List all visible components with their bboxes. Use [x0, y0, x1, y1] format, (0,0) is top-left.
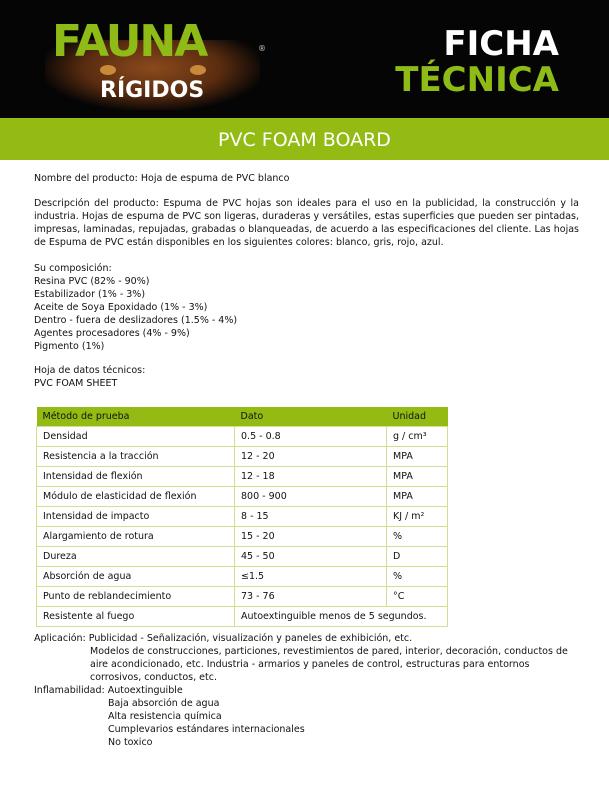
product-description: Descripción del producto: Espuma de PVC …: [34, 198, 579, 248]
flammability: Inflamabilidad: Autoextinguible Baja abs…: [34, 684, 579, 749]
composition: Su composición: Resina PVC (82% - 90%) E…: [34, 262, 579, 353]
title-ficha: FICHA: [443, 24, 559, 64]
composition-item: Dentro - fuera de deslizadores (1.5% - 4…: [34, 315, 238, 326]
table-row: Absorción de agua ≤1.5%: [36, 566, 448, 587]
datasheet-title: Hoja de datos técnicos:: [34, 365, 146, 376]
brand-subtitle: RÍGIDOS: [100, 78, 205, 103]
col-header: Unidad: [386, 407, 448, 427]
spec-table: Método de prueba Dato Unidad Densidad 0.5…: [36, 407, 448, 627]
table-header: Método de prueba Dato Unidad: [36, 407, 448, 427]
application: Aplicación: Publicidad - Señalización, v…: [34, 632, 579, 684]
table-row: Intensidad de impacto 8 - 15 KJ / m²: [36, 506, 448, 527]
table-row: Módulo de elasticidad de flexión 800 - 90…: [36, 486, 448, 507]
cell: MPA: [386, 466, 448, 487]
header-banner: FAUNA ® RÍGIDOS FICHA TÉCNICA: [0, 0, 609, 118]
datasheet-name: PVC FOAM SHEET: [34, 378, 118, 389]
col-header: Método de prueba: [36, 407, 235, 427]
cell: Módulo de elasticidad de flexión: [36, 486, 235, 507]
composition-item: Aceite de Soya Epoxidado (1% - 3%): [34, 302, 208, 313]
registered-mark: ®: [258, 44, 266, 53]
table-row: Alargamiento de rotura 15 - 20%: [36, 526, 448, 547]
application-line: Aplicación: Publicidad - Señalización, v…: [34, 633, 413, 644]
flammability-item: Baja absorción de agua: [108, 698, 220, 709]
table-row: Densidad 0.5 - 0.8 g / cm³: [36, 426, 448, 447]
cell: 12 - 20: [234, 446, 387, 467]
cell: KJ / m²: [386, 506, 448, 527]
cell: %: [386, 566, 448, 587]
flammability-line: Inflamabilidad: Autoextinguible: [34, 685, 183, 696]
cell: %: [386, 526, 448, 547]
flammability-item: Alta resistencia química: [108, 711, 222, 722]
table-row: Intensidad de flexión 12 - 18 MPA: [36, 466, 448, 487]
cell: 73 - 76: [234, 586, 387, 607]
composition-title: Su composición:: [34, 263, 112, 274]
col-header: Dato: [234, 407, 387, 427]
composition-item: Resina PVC (82% - 90%): [34, 276, 150, 287]
table-row: Resistencia a la tracción 12 - 20 MPA: [36, 446, 448, 467]
brand-logo: FAUNA: [52, 16, 208, 67]
cell: 12 - 18: [234, 466, 387, 487]
cell: D: [386, 546, 448, 567]
title-tecnica: TÉCNICA: [395, 60, 559, 100]
flammability-item: Cumplevarios estándares internacionales: [108, 724, 305, 735]
cell: Intensidad de impacto: [36, 506, 235, 527]
table-row: Punto de reblandecimiento 73 - 76 °C: [36, 586, 448, 607]
tiger-eye: [100, 65, 116, 75]
cell: 15 - 20: [234, 526, 387, 547]
cell: Resistente al fuego: [36, 606, 235, 627]
composition-item: Agentes procesadores (4% - 9%): [34, 328, 190, 339]
cell: MPA: [386, 486, 448, 507]
table-row: Resistente al fuego Autoextinguible meno…: [36, 606, 448, 627]
product-band: PVC FOAM BOARD: [0, 118, 609, 160]
composition-item: Pigmento (1%): [34, 341, 105, 352]
datasheet: Hoja de datos técnicos: PVC FOAM SHEET: [34, 364, 579, 390]
cell: Alargamiento de rotura: [36, 526, 235, 547]
cell: ≤1.5: [234, 566, 387, 587]
tiger-eye: [190, 65, 206, 75]
flammability-item: No toxico: [108, 737, 153, 748]
cell: 0.5 - 0.8: [234, 426, 387, 447]
cell: Punto de reblandecimiento: [36, 586, 235, 607]
cell: Resistencia a la tracción: [36, 446, 235, 467]
composition-item: Estabilizador (1% - 3%): [34, 289, 146, 300]
cell: Intensidad de flexión: [36, 466, 235, 487]
cell: °C: [386, 586, 448, 607]
cell: MPA: [386, 446, 448, 467]
table-row: Dureza 45 - 50 D: [36, 546, 448, 567]
product-name: Nombre del producto: Hoja de espuma de P…: [34, 173, 290, 184]
cell: Dureza: [36, 546, 235, 567]
tiger-image: [45, 40, 260, 110]
cell: g / cm³: [386, 426, 448, 447]
cell: Densidad: [36, 426, 235, 447]
cell: 45 - 50: [234, 546, 387, 567]
application-detail: Modelos de construcciones, particiones, …: [90, 646, 568, 683]
cell: Absorción de agua: [36, 566, 235, 587]
cell: 800 - 900: [234, 486, 387, 507]
cell: 8 - 15: [234, 506, 387, 527]
cell: Autoextinguible menos de 5 segundos.: [234, 606, 448, 627]
